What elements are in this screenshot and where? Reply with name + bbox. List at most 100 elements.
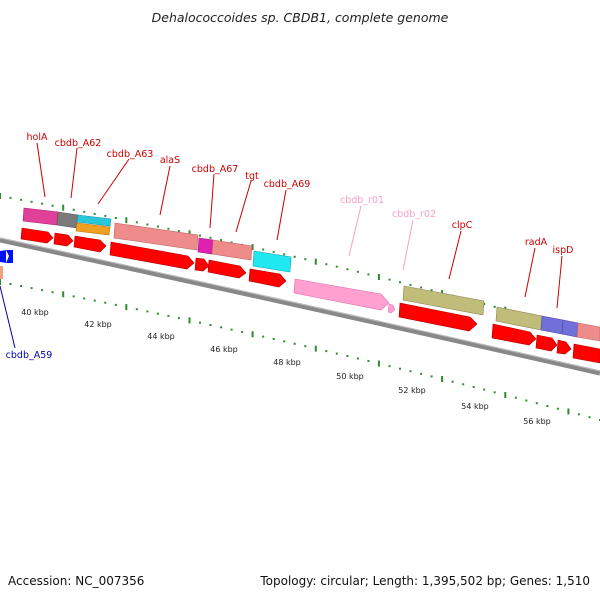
inner-tick-mark [335, 352, 338, 355]
cds-arrow-alaS [109, 241, 195, 270]
inner-tick-mark [41, 289, 44, 292]
outer-tick-mark [72, 208, 75, 211]
outer-tick-mark [399, 281, 401, 284]
outer-tick-mark [0, 193, 1, 199]
inner-tick-mark [493, 391, 496, 394]
feature-a59-leader [0, 285, 16, 349]
outer-tick-mark [104, 214, 107, 217]
feature-a69-block [252, 250, 292, 273]
scale-label: 40 kbp [21, 308, 49, 317]
inner-tick-mark [525, 399, 528, 402]
cds-arrow-clpC [398, 302, 478, 332]
leader-clpC [448, 230, 462, 280]
inner-tick-mark [0, 279, 1, 285]
genome-backbone [0, 237, 600, 376]
feature-a63-cyan [76, 214, 112, 227]
outer-tick-mark [367, 273, 370, 276]
cds-arrow-a67 [194, 257, 210, 272]
outer-tick-mark [283, 253, 286, 256]
accession-text: Accession: NC_007356 [8, 574, 145, 588]
leader-a63 [97, 158, 130, 205]
leader-holA [36, 142, 46, 198]
leader-ispD [556, 255, 563, 309]
inner-tick-mark [283, 340, 286, 343]
inner-tick-mark [514, 396, 517, 399]
inner-tick-mark [535, 402, 538, 405]
cds-arrow-ispD2 [556, 339, 572, 355]
inner-tick-mark [546, 405, 549, 407]
scale-label: 44 kbp [147, 332, 175, 341]
leader-a67 [209, 173, 215, 229]
gene-label: cbdb_A62 [55, 138, 102, 149]
feature-a63-orange [75, 222, 111, 236]
gene-label: holA [27, 132, 48, 143]
gene-label: alaS [160, 155, 180, 166]
inner-tick-mark [104, 301, 107, 304]
gene-label: cbdb_r02 [392, 209, 436, 220]
outer-tick-mark [220, 239, 223, 242]
inner-tick-mark [567, 408, 570, 415]
inner-tick-mark [441, 376, 444, 382]
outer-tick-mark [93, 212, 96, 215]
cds-arrow-holA [20, 227, 54, 244]
outer-tick-mark [409, 283, 412, 286]
inner-tick-mark [262, 335, 265, 338]
leader-a69 [276, 189, 287, 241]
outer-tick-mark [272, 250, 275, 253]
inner-tick-mark [83, 297, 86, 300]
inner-tick-mark [588, 416, 591, 419]
feature-a62-block [56, 211, 79, 229]
outer-tick-mark [356, 270, 359, 273]
inner-tick-mark [409, 370, 412, 373]
outer-tick-mark [83, 210, 86, 213]
leader-alaS [159, 165, 171, 216]
outer-tick-mark [177, 230, 180, 233]
gene-label: radA [525, 237, 548, 248]
outer-tick-mark [51, 204, 54, 207]
outer-tick-mark [314, 258, 317, 265]
gene-label: cbdb_A69 [264, 179, 311, 190]
outer-tick-mark [209, 236, 212, 239]
inner-tick-mark [483, 388, 486, 391]
outer-tick-mark [199, 234, 201, 237]
inner-tick-mark [93, 299, 96, 302]
feature-a59-orange [0, 266, 3, 279]
inner-tick-mark [504, 392, 507, 398]
leader-tgt [235, 180, 252, 233]
inner-tick-mark [251, 331, 254, 338]
outer-tick-mark [251, 244, 254, 251]
inner-tick-mark [51, 291, 54, 294]
outer-tick-mark [125, 217, 128, 224]
inner-tick-mark [367, 360, 370, 362]
genome-backbone-highlight [0, 237, 600, 372]
feature-ispD-block2 [561, 319, 579, 338]
inner-tick-mark [304, 345, 307, 348]
feature-next-block [576, 322, 600, 342]
gene-label: tgt [245, 171, 259, 182]
inner-tick-mark [430, 375, 433, 378]
inner-tick-mark [472, 386, 475, 388]
inner-tick-mark [577, 413, 580, 416]
inner-tick-mark [462, 383, 465, 386]
outer-tick-mark [430, 289, 433, 292]
cds-track [20, 227, 600, 364]
outer-tick-mark [188, 230, 191, 237]
inner-tick-mark [399, 367, 401, 370]
gene-label: cbdb_A67 [192, 164, 239, 175]
cds-arrow-tgt [207, 259, 247, 279]
inner-tick-mark [272, 338, 275, 340]
outer-tick-mark [167, 227, 170, 230]
inner-tick-mark [125, 304, 128, 311]
leader-radA [524, 247, 536, 298]
feature-holA-block [22, 207, 59, 226]
feature-a59 [0, 250, 16, 349]
cds-arrow-radA [491, 323, 537, 346]
scale-label: 52 kbp [398, 386, 426, 395]
outer-tick-mark [156, 225, 159, 228]
outer-tick-mark [20, 198, 23, 201]
outer-tick-mark [304, 258, 307, 261]
inner-tick-mark [377, 360, 380, 367]
genome-summary-text: Topology: circular; Length: 1,395,502 bp… [260, 574, 590, 588]
outer-tick-mark [377, 274, 380, 280]
gene-label: clpC [452, 220, 473, 231]
